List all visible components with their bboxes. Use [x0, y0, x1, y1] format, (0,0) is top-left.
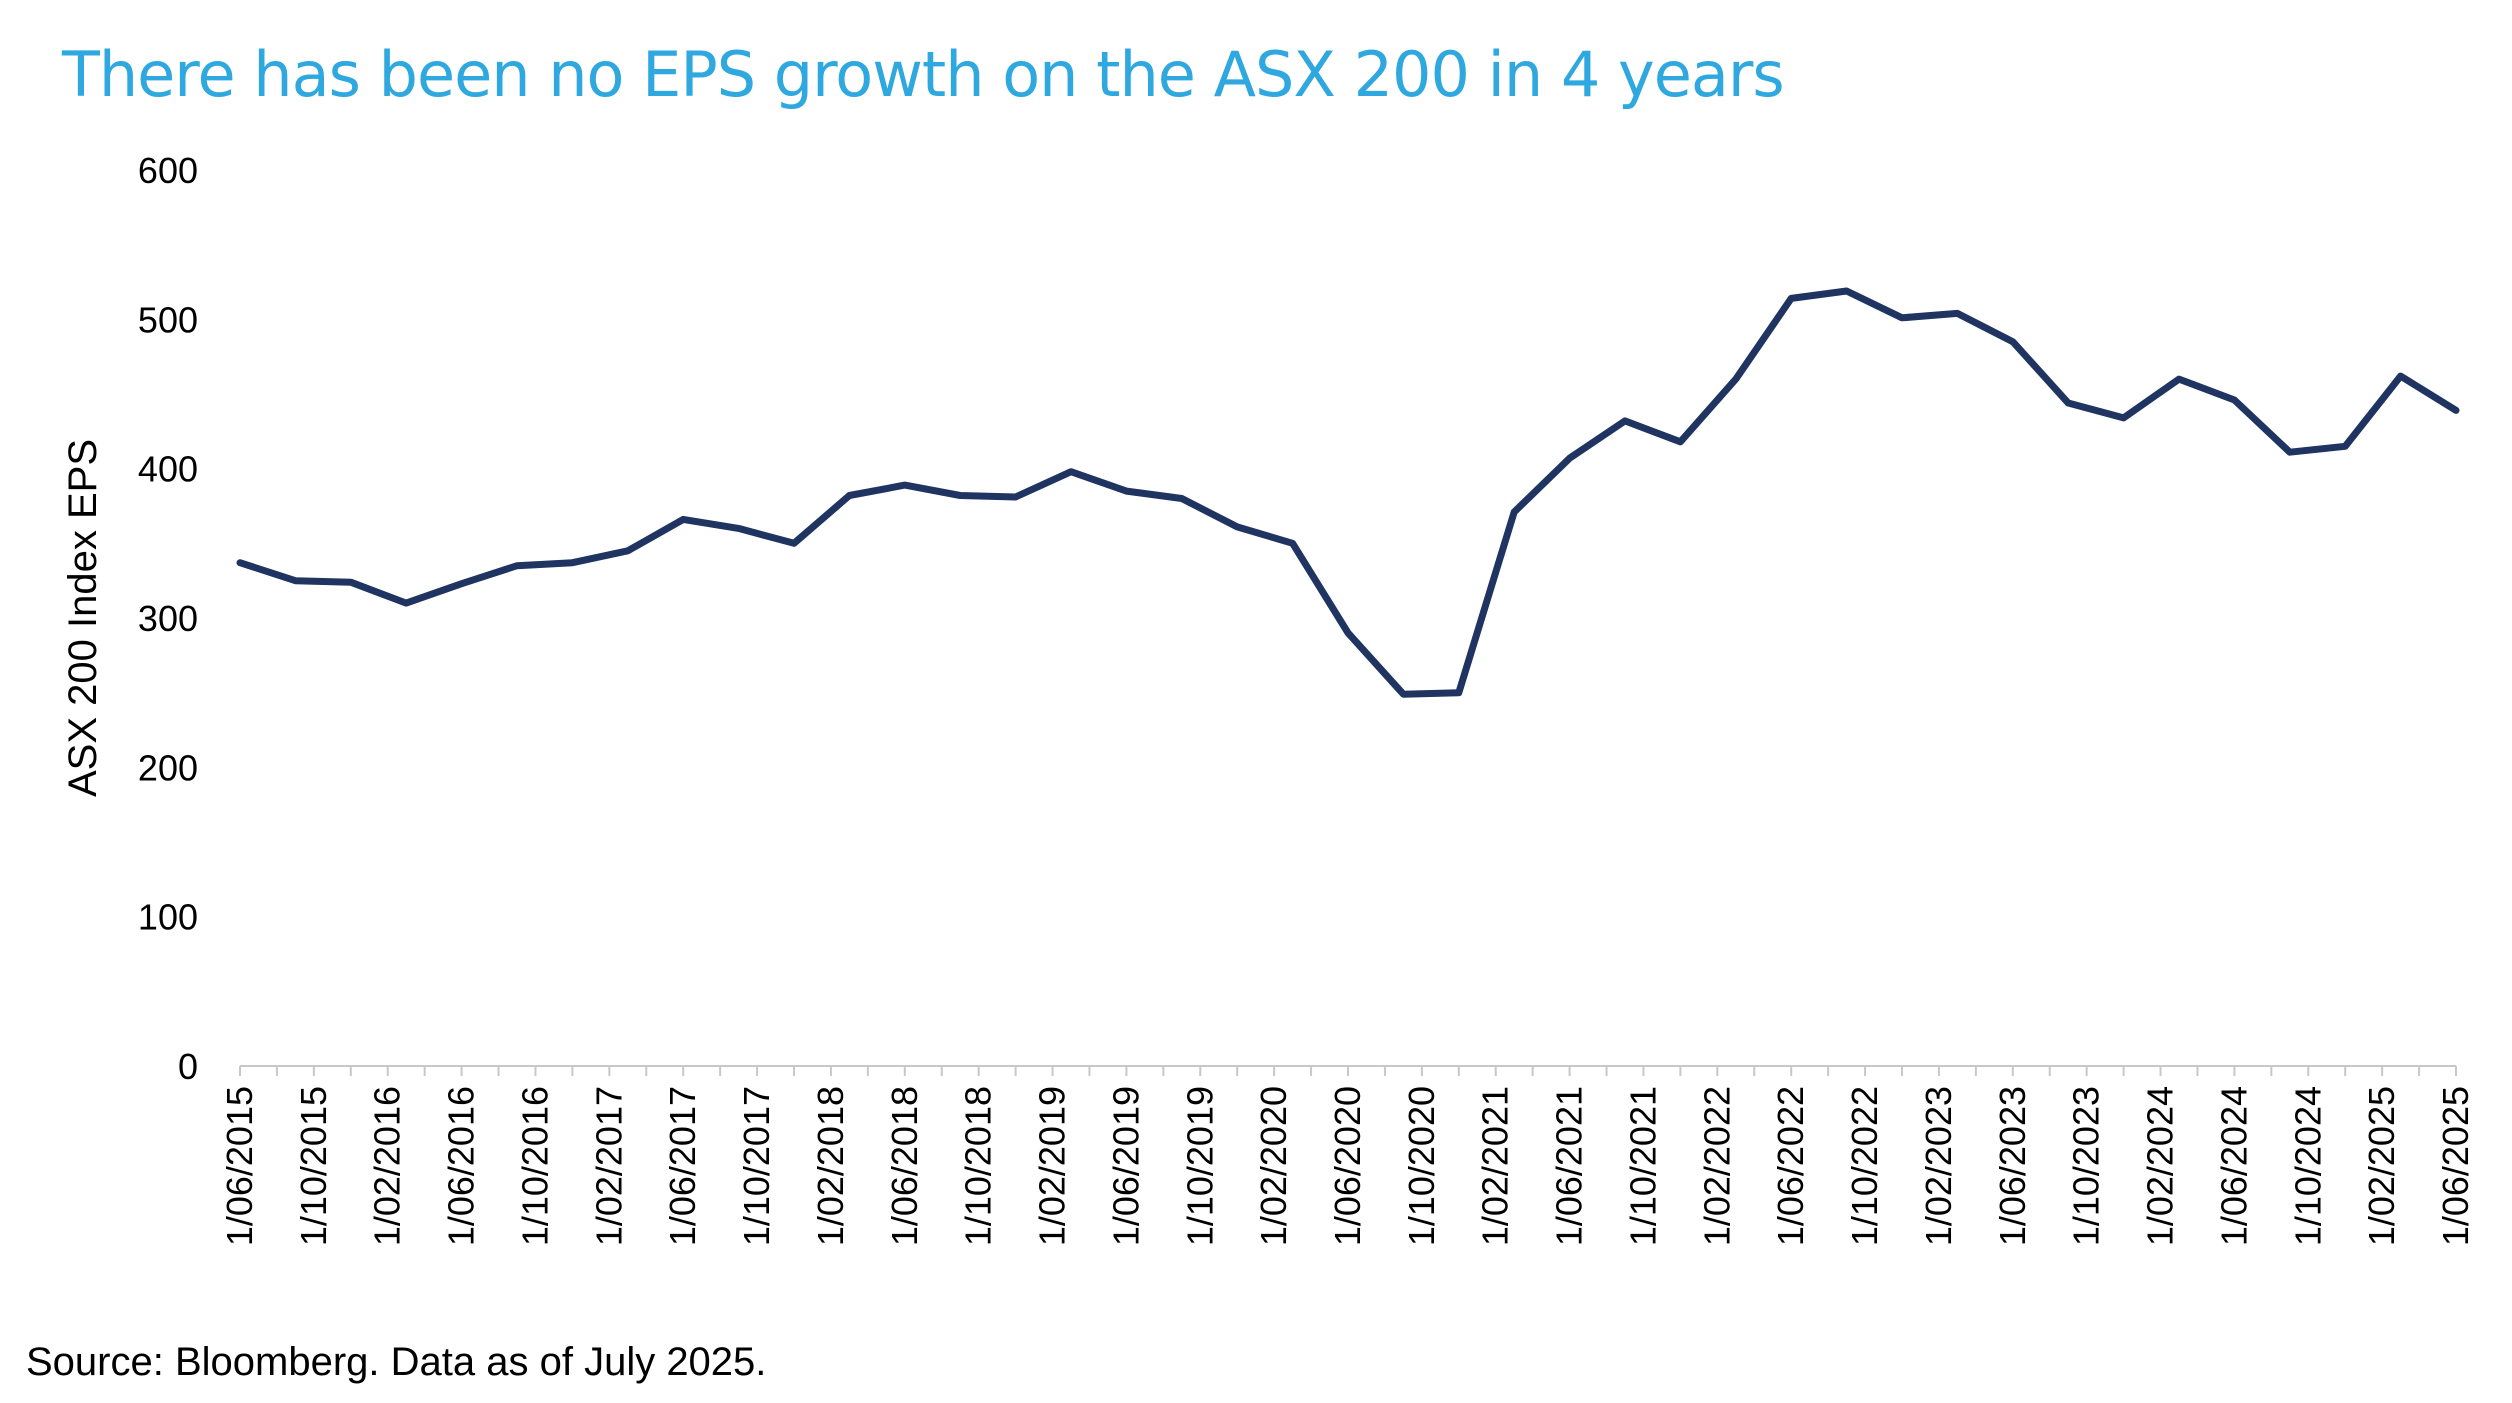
x-tick-label: 1/06/2020	[1327, 1086, 1368, 1246]
y-tick-label: 400	[138, 449, 198, 490]
x-tick-label: 1/06/2019	[1105, 1086, 1146, 1246]
chart-title: There has been no EPS growth on the ASX …	[62, 38, 1785, 111]
x-tick-label: 1/10/2015	[293, 1086, 334, 1246]
x-tick-label: 1/10/2017	[736, 1086, 777, 1246]
x-axis-ticks: 1/06/2015 1/10/2015 1/02/2016 1/06/2016 1/10…	[219, 1066, 2476, 1246]
y-tick-label: 200	[138, 747, 198, 788]
x-tick-label: 1/02/2025	[2361, 1086, 2402, 1246]
y-tick-label: 600	[138, 150, 198, 191]
x-tick-label: 1/10/2022	[1844, 1086, 1885, 1246]
x-tick-label: 1/02/2024	[2140, 1086, 2181, 1246]
y-axis-title: ASX 200 Index EPS	[61, 439, 105, 797]
x-tick-label: 1/10/2020	[1401, 1086, 1442, 1246]
x-tick-label: 1/06/2022	[1770, 1086, 1811, 1246]
y-axis-ticks: 0 100 200 300 400 500 600	[138, 150, 198, 1087]
y-tick-label: 0	[178, 1046, 198, 1087]
x-tick-label: 1/10/2023	[2066, 1086, 2107, 1246]
x-tick-label: 1/06/2018	[884, 1086, 925, 1246]
x-tick-label: 1/02/2019	[1032, 1086, 1073, 1246]
x-tick-label: 1/06/2021	[1549, 1086, 1590, 1246]
series-group	[236, 287, 2460, 698]
x-tick-label: 1/02/2020	[1253, 1086, 1294, 1246]
x-tick-label: 1/06/2024	[2213, 1086, 2254, 1246]
x-tick-label: 1/02/2023	[1918, 1086, 1959, 1246]
x-tick-label: 1/02/2021	[1475, 1086, 1516, 1246]
x-tick-label: 1/10/2019	[1179, 1086, 1220, 1246]
y-tick-label: 300	[138, 598, 198, 639]
x-tick-label: 1/02/2018	[810, 1086, 851, 1246]
x-tick-label: 1/06/2015	[219, 1086, 260, 1246]
x-tick-label: 1/02/2017	[588, 1086, 629, 1246]
y-tick-label: 500	[138, 299, 198, 340]
x-tick-label: 1/02/2016	[367, 1086, 408, 1246]
x-tick-label: 1/10/2016	[514, 1086, 555, 1246]
x-tick-label: 1/06/2025	[2435, 1086, 2476, 1246]
x-tick-label: 1/10/2021	[1622, 1086, 1663, 1246]
x-tick-label: 1/06/2017	[662, 1086, 703, 1246]
x-tick-label: 1/06/2016	[441, 1086, 482, 1246]
x-tick-label: 1/02/2022	[1696, 1086, 1737, 1246]
x-tick-label: 1/06/2023	[1992, 1086, 2033, 1246]
x-tick-label: 1/10/2024	[2287, 1086, 2328, 1246]
x-tick-label: 1/10/2018	[958, 1086, 999, 1246]
series-line-eps	[236, 287, 2460, 698]
source-note: Source: Bloomberg. Data as of July 2025.	[26, 1340, 767, 1384]
y-tick-label: 100	[138, 897, 198, 938]
